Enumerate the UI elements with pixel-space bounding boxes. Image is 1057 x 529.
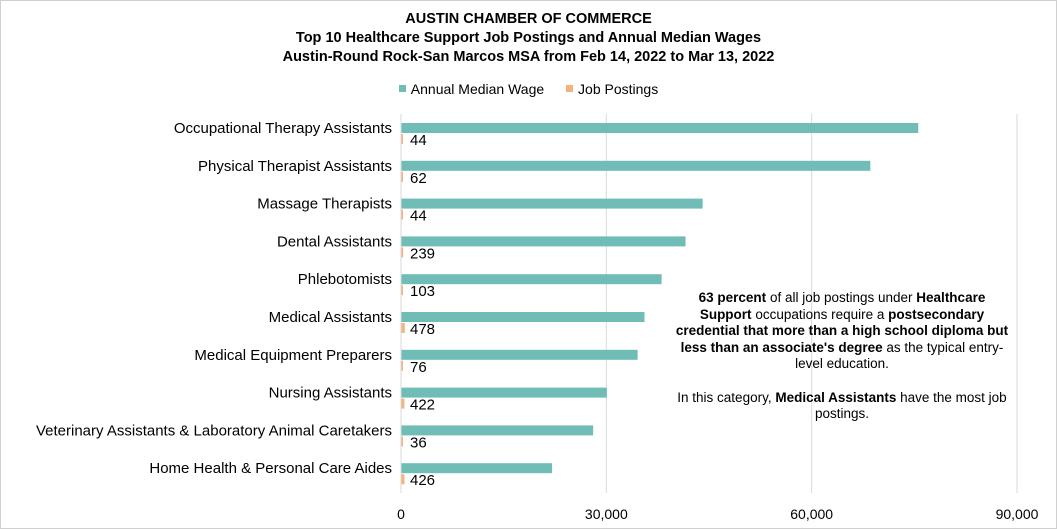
- category-label-2: Massage Therapists: [257, 196, 392, 213]
- postings-bar-6: [401, 360, 403, 371]
- postings-data-label-4: 103: [410, 283, 435, 300]
- legend-item-postings: Job Postings: [566, 81, 658, 97]
- legend: Annual Median Wage Job Postings: [0, 79, 1057, 97]
- legend-swatch-postings: [566, 85, 574, 92]
- category-label-6: Medical Equipment Preparers: [194, 347, 392, 364]
- postings-bar-4: [401, 285, 403, 296]
- postings-data-label-2: 44: [410, 208, 427, 225]
- postings-data-label-1: 62: [410, 170, 427, 187]
- annotation-text-5: have the most job postings.: [814, 389, 1007, 422]
- category-label-9: Home Health & Personal Care Aides: [149, 460, 392, 477]
- postings-data-label-3: 239: [410, 245, 435, 262]
- wage-bar-0: [401, 123, 919, 133]
- category-label-8: Veterinary Assistants & Laboratory Anima…: [36, 422, 392, 439]
- annotation-paragraph-2: In this category, Medical Assistants hav…: [672, 390, 1012, 423]
- postings-data-label-7: 422: [410, 397, 435, 414]
- annotation-text-3: as the typical entry-level education.: [795, 339, 1004, 372]
- annotation-bold-3: postsecondary credential that more than …: [675, 306, 1009, 355]
- category-label-4: Phlebotomists: [298, 271, 392, 288]
- x-tick-label-2: 60,000: [790, 506, 833, 522]
- annotation-text-1: of all job postings under: [766, 290, 917, 305]
- wage-bar-9: [401, 463, 553, 474]
- category-label-7: Nursing Assistants: [269, 385, 392, 402]
- chart-title: AUSTIN CHAMBER OF COMMERCE Top 10 Health…: [0, 10, 1057, 67]
- postings-data-label-9: 426: [410, 472, 435, 489]
- annotation-text-2: occupations require a: [751, 306, 889, 322]
- title-line-3: Austin-Round Rock-San Marcos MSA from Fe…: [282, 49, 775, 65]
- category-label-0: Occupational Therapy Assistants: [174, 120, 392, 137]
- annotation-paragraph-1: 63 percent of all job postings under Hea…: [672, 290, 1012, 373]
- postings-data-label-5: 478: [410, 321, 435, 338]
- annotation-bold-4: Medical Assistants: [775, 389, 897, 405]
- wage-bar-7: [401, 387, 607, 398]
- postings-data-label-8: 36: [410, 434, 427, 451]
- title-line-2: Top 10 Healthcare Support Job Postings a…: [295, 30, 762, 46]
- legend-label-wage: Annual Median Wage: [410, 80, 545, 97]
- postings-data-label-0: 44: [410, 132, 427, 149]
- annotation-box: 63 percent of all job postings under Hea…: [672, 290, 1012, 423]
- postings-data-label-6: 76: [410, 359, 427, 376]
- category-label-5: Medical Assistants: [269, 309, 392, 326]
- wage-bar-3: [401, 236, 686, 247]
- wage-bar-4: [401, 274, 662, 285]
- annotation-bold-1: 63 percent: [698, 290, 767, 305]
- category-label-1: Physical Therapist Assistants: [198, 158, 392, 175]
- legend-item-wage: Annual Median Wage: [398, 80, 545, 97]
- wage-bar-1: [401, 160, 871, 171]
- postings-bar-5: [401, 323, 405, 333]
- title-line-1: AUSTIN CHAMBER OF COMMERCE: [405, 11, 652, 27]
- postings-bar-2: [401, 209, 403, 220]
- postings-bar-1: [401, 171, 403, 182]
- legend-label-postings: Job Postings: [578, 80, 659, 97]
- x-tick-label-1: 30,000: [585, 506, 628, 522]
- wage-bar-5: [401, 312, 645, 322]
- postings-bar-8: [401, 436, 403, 447]
- category-label-3: Dental Assistants: [277, 233, 392, 250]
- postings-bar-0: [401, 134, 403, 144]
- postings-bar-3: [401, 247, 404, 258]
- x-tick-label-3: 90,000: [996, 506, 1039, 522]
- legend-swatch-wage: [398, 85, 406, 92]
- annotation-text-4: In this category,: [677, 389, 776, 405]
- x-tick-label-0: 0: [397, 506, 405, 522]
- annotation-bold-2: Healthcare Support: [699, 290, 986, 322]
- wage-bar-8: [401, 425, 594, 436]
- postings-bar-9: [401, 474, 405, 485]
- wage-bar-6: [401, 349, 638, 360]
- wage-bar-2: [401, 198, 703, 209]
- postings-bar-7: [401, 398, 405, 409]
